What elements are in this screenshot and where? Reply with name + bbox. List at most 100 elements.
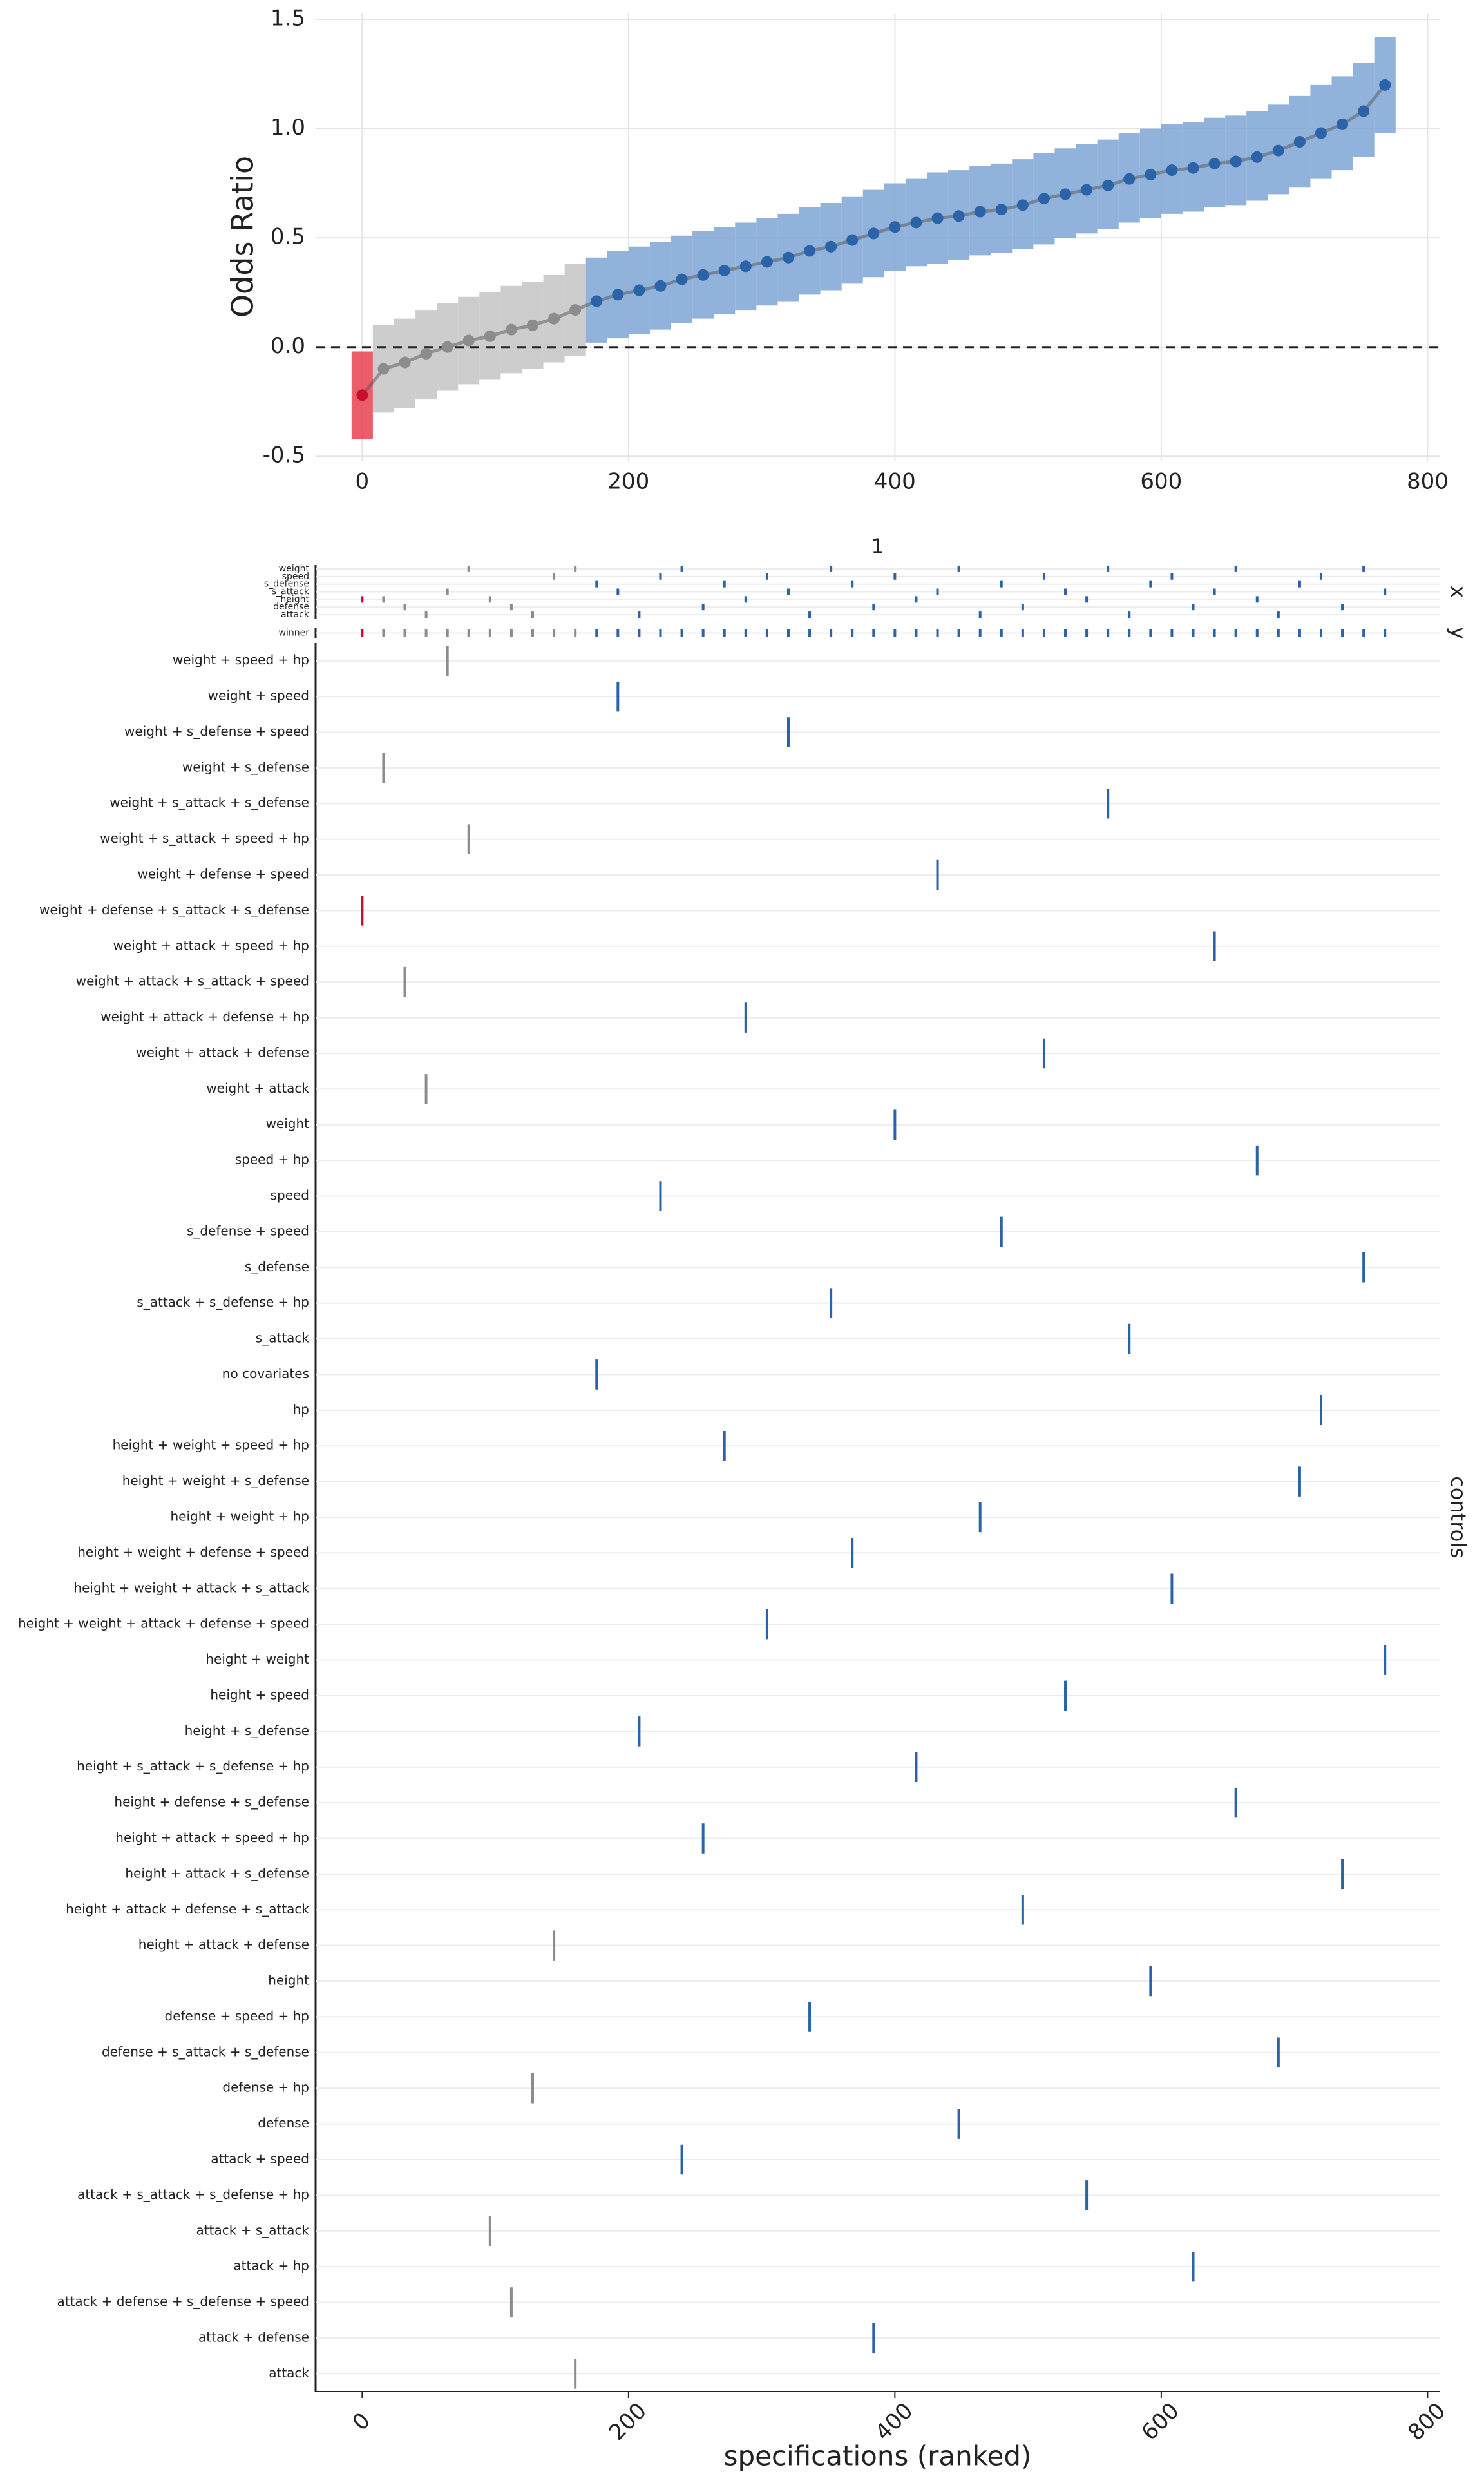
facet-label: y bbox=[1446, 627, 1470, 639]
row-label: weight bbox=[279, 564, 310, 574]
estimate-point bbox=[484, 330, 496, 342]
row-label: weight + attack + speed + hp bbox=[113, 937, 309, 953]
estimate-point bbox=[399, 356, 411, 369]
row-label: attack + s_attack bbox=[196, 2222, 310, 2238]
row-label: weight + attack + defense bbox=[136, 1044, 309, 1060]
estimate-point bbox=[1293, 136, 1306, 148]
facet-label: x bbox=[1446, 586, 1470, 598]
row-label: s_defense + speed bbox=[187, 1223, 309, 1238]
y-axis-title: Odds Ratio bbox=[225, 156, 260, 318]
row-label: weight + speed bbox=[208, 688, 309, 704]
row-label: s_defense bbox=[245, 1259, 309, 1274]
row-label: speed bbox=[282, 571, 309, 582]
row-label: weight + s_defense + speed bbox=[124, 724, 309, 739]
row-label: weight + defense + speed bbox=[137, 867, 309, 882]
row-label: speed + hp bbox=[235, 1152, 309, 1167]
row-label: height + weight + attack + s_attack bbox=[73, 1580, 309, 1595]
estimate-point bbox=[1337, 118, 1349, 130]
row-label: weight + attack + defense + hp bbox=[100, 1009, 309, 1024]
x-tick-label: 0 bbox=[356, 469, 370, 495]
row-label: height + weight + hp bbox=[171, 1509, 310, 1524]
y-tick-label: 0.5 bbox=[271, 224, 305, 250]
row-label: height + weight + attack + defense + spe… bbox=[18, 1616, 309, 1631]
row-label: defense bbox=[273, 602, 309, 612]
estimate-point bbox=[1038, 193, 1050, 205]
row-label: defense bbox=[258, 2115, 309, 2131]
row-label: s_attack + s_defense + hp bbox=[137, 1294, 309, 1310]
estimate-point bbox=[1358, 105, 1370, 117]
row-label: weight + attack bbox=[206, 1080, 309, 1096]
strip-label: 1 bbox=[871, 534, 884, 559]
row-label: height + weight + s_defense bbox=[122, 1473, 309, 1488]
row-label: height + weight + speed + hp bbox=[113, 1437, 309, 1453]
row-label: winner bbox=[279, 628, 310, 638]
row-label: s_attack bbox=[272, 587, 310, 597]
x-axis-title: specifications (ranked) bbox=[724, 2440, 1032, 2472]
row-label: s_attack bbox=[256, 1330, 310, 1346]
estimate-point bbox=[1166, 164, 1178, 177]
estimate-point bbox=[739, 260, 752, 273]
estimate-point bbox=[527, 319, 539, 331]
estimate-point bbox=[761, 256, 773, 268]
row-label: hp bbox=[293, 1401, 309, 1417]
row-label: height + attack + s_defense bbox=[125, 1865, 309, 1881]
estimate-point bbox=[1081, 184, 1093, 196]
row-label: weight + s_attack + s_defense bbox=[109, 795, 309, 810]
facet-label: controls bbox=[1446, 1476, 1470, 1558]
estimate-point bbox=[825, 240, 837, 253]
y-tick-label: 0.0 bbox=[271, 333, 305, 359]
estimate-point bbox=[718, 265, 730, 277]
estimate-point bbox=[953, 210, 965, 222]
row-label: height + weight bbox=[205, 1651, 309, 1667]
x-tick-label: 200 bbox=[604, 2398, 652, 2446]
row-label: weight + s_attack + speed + hp bbox=[100, 830, 309, 846]
x-tick-label: 800 bbox=[1403, 2398, 1451, 2446]
estimate-point bbox=[1208, 157, 1221, 169]
row-label: height + defense + s_defense bbox=[114, 1794, 309, 1810]
estimate-point bbox=[591, 295, 603, 307]
estimate-point bbox=[782, 251, 794, 264]
estimate-point bbox=[1016, 199, 1029, 211]
row-label: height + attack + defense + s_attack bbox=[66, 1901, 309, 1917]
y-tick-label: 1.0 bbox=[271, 115, 305, 140]
row-label: height bbox=[268, 1973, 309, 1988]
row-label: height + s_defense bbox=[185, 1723, 309, 1738]
row-label: s_defense bbox=[264, 579, 309, 590]
row-label: attack + defense bbox=[198, 2329, 309, 2345]
row-label: height bbox=[280, 594, 309, 604]
x-tick-label: 0 bbox=[348, 2408, 376, 2436]
row-label: defense + s_attack + s_defense bbox=[102, 2044, 309, 2059]
estimate-point bbox=[441, 341, 453, 353]
row-label: defense + hp bbox=[222, 2080, 309, 2095]
row-label: no covariates bbox=[222, 1366, 309, 1381]
estimate-point bbox=[1315, 127, 1327, 139]
estimate-point bbox=[1272, 144, 1284, 157]
x-tick-label: 800 bbox=[1407, 469, 1449, 495]
estimate-point bbox=[569, 304, 582, 316]
row-label: attack + speed bbox=[211, 2151, 309, 2166]
row-label: weight + defense + s_attack + s_defense bbox=[39, 902, 309, 917]
estimate-point bbox=[1187, 162, 1199, 174]
estimate-point bbox=[462, 334, 475, 347]
estimate-point bbox=[505, 323, 517, 336]
x-tick-label: 400 bbox=[870, 2398, 918, 2446]
estimate-point bbox=[931, 212, 944, 224]
estimate-point bbox=[356, 389, 368, 401]
estimate-point bbox=[420, 347, 432, 360]
estimate-point bbox=[804, 245, 816, 257]
estimate-point bbox=[612, 289, 624, 301]
row-label: weight + attack + s_attack + speed bbox=[76, 973, 309, 989]
estimate-point bbox=[868, 227, 880, 240]
estimate-point bbox=[889, 221, 901, 233]
estimate-point bbox=[1102, 179, 1114, 191]
estimate-point bbox=[697, 269, 709, 281]
row-label: height + attack + defense bbox=[138, 1937, 309, 1952]
row-label: defense + speed + hp bbox=[165, 2008, 309, 2024]
row-label: attack + s_attack + s_defense + hp bbox=[77, 2187, 309, 2202]
estimate-point bbox=[974, 206, 986, 218]
row-label: speed bbox=[271, 1187, 309, 1203]
estimate-point bbox=[995, 204, 1007, 216]
row-label: attack + defense + s_defense + speed bbox=[57, 2294, 309, 2309]
